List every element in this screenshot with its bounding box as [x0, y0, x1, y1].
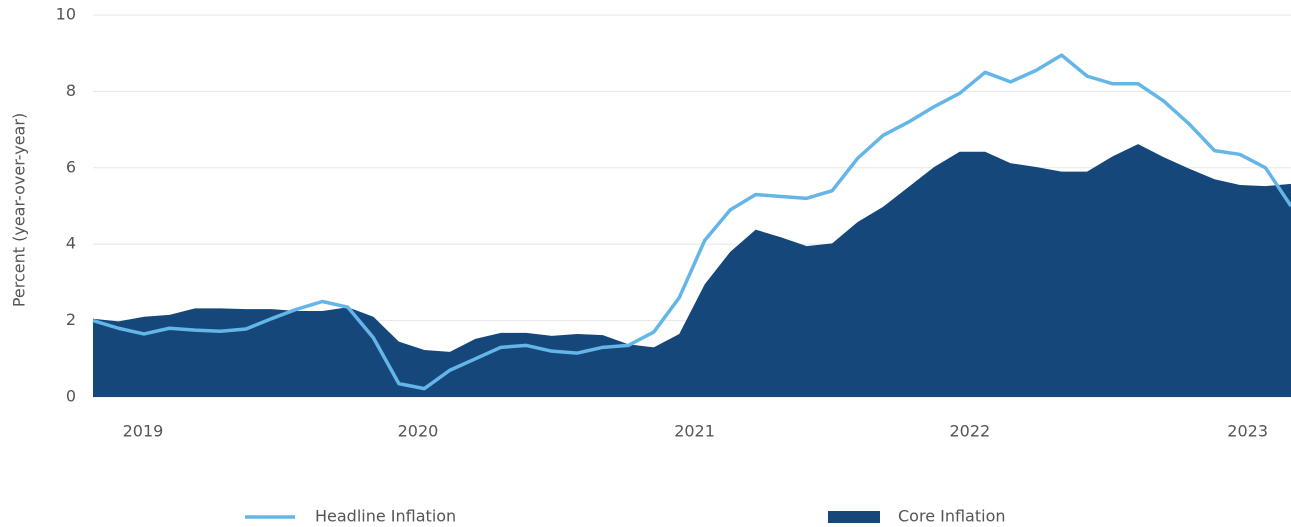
core-area: [93, 144, 1291, 397]
y-tick-label: 6: [66, 157, 76, 176]
x-tick-label: 2022: [949, 422, 990, 441]
y-axis-label: Percent (year-over-year): [10, 113, 29, 307]
y-tick-label: 8: [66, 81, 76, 100]
legend-swatch: [828, 511, 880, 523]
headline-line: [92, 53, 1291, 391]
y-tick-label: 0: [66, 387, 76, 406]
legend-label: Core Inflation: [898, 507, 1006, 526]
x-tick-label: 2023: [1227, 422, 1268, 441]
x-tick-label: 2019: [123, 422, 164, 441]
y-tick-label: 10: [56, 5, 76, 24]
x-tick-label: 2021: [674, 422, 715, 441]
y-tick-label: 2: [66, 310, 76, 329]
x-tick-label: 2020: [398, 422, 439, 441]
legend-label: Headline Inflation: [315, 507, 456, 526]
y-tick-label: 4: [66, 234, 76, 253]
